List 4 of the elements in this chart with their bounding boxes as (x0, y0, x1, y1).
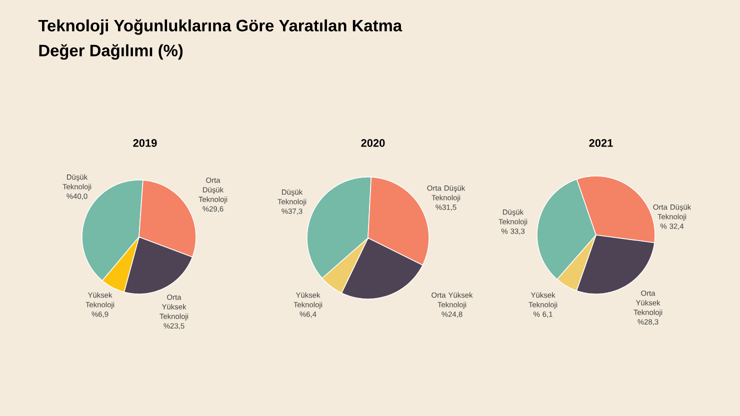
chart-title: 2020 (361, 139, 385, 147)
chart-title: 2019 (133, 139, 157, 147)
text: Teknoloji Yoğunluklarına Göre Yaratılan Katma Değer Dağılımı (%) (38, 19, 402, 60)
chart-title: 2021 (589, 139, 613, 147)
